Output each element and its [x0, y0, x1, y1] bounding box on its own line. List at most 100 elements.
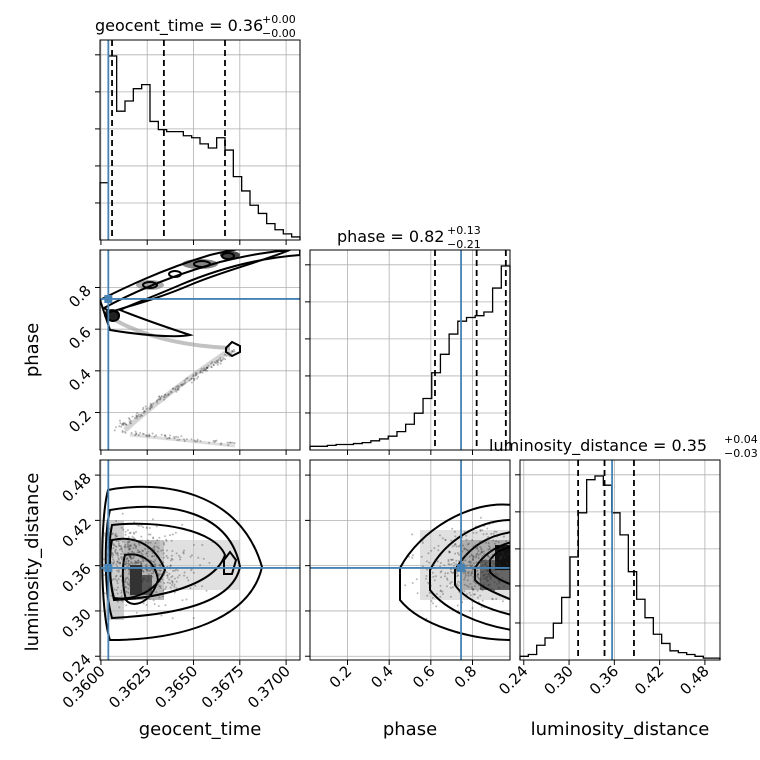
scatter-point	[164, 604, 167, 607]
scatter-point	[141, 556, 143, 559]
scatter-point	[495, 540, 498, 543]
scatter-point	[487, 584, 490, 587]
x-tick-label: 0.36	[586, 662, 622, 698]
scatter-point	[126, 576, 129, 579]
scatter-point	[483, 578, 486, 580]
scatter-point	[448, 563, 451, 566]
scatter-point	[181, 384, 184, 387]
scatter-point	[495, 530, 498, 533]
scatter-point	[116, 554, 119, 557]
scatter-point	[229, 354, 232, 357]
histogram-luminosity_distance	[519, 475, 721, 660]
scatter-point	[489, 549, 492, 552]
scatter-point	[141, 549, 144, 552]
scatter-point	[483, 556, 486, 559]
scatter-point	[487, 548, 490, 551]
scatter-point	[136, 597, 138, 600]
scatter-point	[476, 570, 479, 572]
scatter-point	[129, 422, 132, 425]
scatter-point	[464, 554, 467, 557]
scatter-point	[123, 581, 126, 583]
scatter-point	[138, 539, 141, 542]
scatter-point	[149, 579, 152, 582]
scatter-point	[464, 565, 467, 567]
scatter-point	[504, 545, 507, 548]
truth-marker	[104, 294, 113, 303]
scatter-point	[492, 557, 495, 560]
scatter-point	[496, 577, 499, 580]
scatter-point	[185, 598, 188, 601]
scatter-point	[471, 558, 474, 561]
scatter-point	[478, 583, 480, 586]
scatter-point	[425, 577, 428, 580]
scatter-point	[133, 581, 136, 584]
scatter-point	[164, 587, 167, 590]
scatter-point	[146, 434, 149, 437]
scatter-point	[114, 534, 117, 537]
scatter-point	[469, 549, 471, 552]
scatter-point	[129, 556, 132, 558]
scatter-point	[129, 547, 132, 550]
scatter-point	[145, 552, 148, 555]
scatter-point	[463, 548, 466, 551]
scatter-point	[133, 543, 136, 546]
scatter-point	[231, 349, 234, 352]
scatter-point	[149, 564, 152, 567]
scatter-point	[222, 357, 225, 360]
scatter-point	[506, 562, 509, 565]
scatter-point	[492, 539, 495, 542]
scatter-point	[128, 555, 131, 558]
scatter-group	[102, 512, 214, 620]
scatter-point	[147, 547, 150, 550]
scatter-point	[453, 564, 456, 567]
scatter-point	[122, 561, 125, 564]
scatter-point	[468, 610, 471, 612]
scatter-point	[139, 573, 142, 576]
scatter-point	[440, 576, 443, 579]
scatter-point	[206, 366, 209, 369]
scatter-point	[488, 551, 491, 554]
scatter-point	[465, 534, 468, 537]
scatter-point	[149, 570, 151, 572]
scatter-point	[229, 355, 231, 358]
scatter-point	[168, 578, 171, 581]
x-tick-label: 0.3675	[198, 662, 248, 712]
scatter-point	[487, 554, 490, 557]
scatter-point	[116, 560, 119, 563]
scatter-point	[450, 563, 453, 566]
scatter-point	[483, 574, 485, 577]
scatter-point	[154, 565, 157, 568]
scatter-point	[130, 554, 133, 556]
scatter-point	[157, 573, 160, 576]
scatter-point	[128, 420, 131, 423]
histogram-geocent_time	[99, 55, 301, 240]
scatter-point	[135, 583, 138, 586]
scatter-point	[199, 370, 202, 373]
scatter-point	[503, 556, 506, 558]
scatter-point	[140, 562, 143, 565]
scatter-point	[466, 549, 469, 552]
scatter-point	[116, 535, 118, 538]
scatter-point	[141, 579, 143, 582]
scatter-point	[119, 575, 122, 578]
scatter-point	[455, 538, 458, 541]
scatter-point	[481, 555, 484, 558]
scatter-point	[444, 575, 446, 578]
scatter-point	[492, 589, 495, 592]
scatter-point	[127, 417, 130, 420]
truth-marker	[104, 563, 113, 572]
scatter-point	[470, 553, 473, 556]
scatter-point	[202, 557, 205, 560]
scatter-point	[170, 539, 173, 542]
scatter-point	[122, 422, 125, 425]
scatter-point	[136, 559, 139, 562]
scatter-point	[475, 543, 478, 546]
scatter-point	[487, 536, 490, 538]
scatter-point	[227, 352, 230, 355]
scatter-point	[207, 364, 210, 367]
scatter-point	[125, 562, 128, 565]
scatter-point	[163, 394, 166, 396]
scatter-point	[129, 557, 132, 560]
scatter-point	[463, 590, 466, 593]
